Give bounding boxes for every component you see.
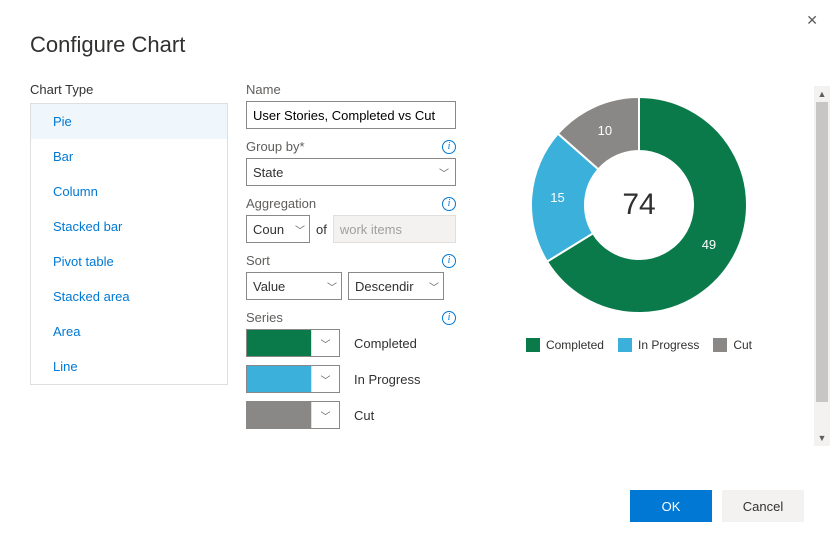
sort-label: Sort [246, 253, 270, 268]
chart-type-list: PieBarColumnStacked barPivot tableStacke… [30, 103, 228, 385]
aggregation-value: Coun [253, 222, 284, 237]
chevron-down-icon: ﹀ [429, 279, 439, 294]
series-list: ﹀ Completed ﹀ In Progress ﹀ Cut [246, 329, 456, 429]
chart-type-item-area[interactable]: Area [31, 314, 227, 349]
series-label: In Progress [354, 372, 420, 387]
series-row: ﹀ In Progress [246, 365, 456, 393]
chevron-down-icon: ﹀ [327, 279, 337, 294]
scroll-thumb[interactable] [816, 102, 828, 402]
legend-swatch [526, 338, 540, 352]
legend-label: In Progress [638, 338, 699, 352]
chart-total: 74 [622, 188, 655, 222]
work-items-placeholder: work items [340, 222, 402, 237]
legend-label: Completed [546, 338, 604, 352]
legend-item: Cut [713, 338, 752, 352]
sort-field-select[interactable]: Value ﹀ [246, 272, 342, 300]
series-row: ﹀ Completed [246, 329, 456, 357]
chart-type-item-bar[interactable]: Bar [31, 139, 227, 174]
sort-direction-value: Descendir [355, 279, 414, 294]
group-by-label: Group by* [246, 139, 305, 154]
group-by-value: State [253, 165, 283, 180]
legend-swatch [713, 338, 727, 352]
info-icon[interactable]: i [442, 311, 456, 325]
cancel-button[interactable]: Cancel [722, 490, 804, 522]
info-icon[interactable]: i [442, 254, 456, 268]
ok-button[interactable]: OK [630, 490, 712, 522]
chart-legend: Completed In Progress Cut [474, 338, 804, 352]
group-by-select[interactable]: State ﹀ [246, 158, 456, 186]
scroll-down-icon[interactable]: ▼ [814, 430, 830, 446]
work-items-input: work items [333, 215, 456, 243]
color-swatch [247, 402, 311, 428]
series-color-select[interactable]: ﹀ [246, 365, 340, 393]
chart-type-item-column[interactable]: Column [31, 174, 227, 209]
legend-item: Completed [526, 338, 604, 352]
chevron-down-icon: ﹀ [295, 222, 305, 237]
slice-value: 10 [598, 123, 612, 138]
configure-chart-dialog: Configure Chart Chart Type PieBarColumnS… [0, 0, 834, 437]
legend-swatch [618, 338, 632, 352]
legend-item: In Progress [618, 338, 699, 352]
of-label: of [316, 222, 327, 237]
chart-type-item-pie[interactable]: Pie [31, 104, 227, 139]
aggregation-label: Aggregation [246, 196, 316, 211]
chart-type-item-line[interactable]: Line [31, 349, 227, 384]
chart-type-item-stacked-bar[interactable]: Stacked bar [31, 209, 227, 244]
name-label: Name [246, 82, 281, 97]
info-icon[interactable]: i [442, 197, 456, 211]
chevron-down-icon: ﹀ [311, 330, 339, 356]
chevron-down-icon: ﹀ [311, 366, 339, 392]
color-swatch [247, 366, 311, 392]
aggregation-select[interactable]: Coun ﹀ [246, 215, 310, 243]
scroll-up-icon[interactable]: ▲ [814, 86, 830, 102]
dialog-title: Configure Chart [30, 32, 804, 58]
info-icon[interactable]: i [442, 140, 456, 154]
chart-type-item-stacked-area[interactable]: Stacked area [31, 279, 227, 314]
name-input[interactable] [246, 101, 456, 129]
close-icon[interactable]: ✕ [806, 12, 818, 29]
series-row: ﹀ Cut [246, 401, 456, 429]
sort-direction-select[interactable]: Descendir ﹀ [348, 272, 444, 300]
chevron-down-icon: ﹀ [439, 165, 449, 180]
chart-preview: 74 49 15 10 [524, 90, 754, 320]
sort-field-value: Value [253, 279, 285, 294]
series-label: Completed [354, 336, 417, 351]
series-label: Cut [354, 408, 374, 423]
slice-value: 15 [550, 190, 564, 205]
chart-type-item-pivot-table[interactable]: Pivot table [31, 244, 227, 279]
slice-value: 49 [702, 237, 716, 252]
series-label: Series [246, 310, 283, 325]
color-swatch [247, 330, 311, 356]
series-color-select[interactable]: ﹀ [246, 329, 340, 357]
chart-type-label: Chart Type [30, 82, 228, 97]
series-color-select[interactable]: ﹀ [246, 401, 340, 429]
scrollbar[interactable]: ▲ ▼ [814, 86, 830, 446]
chevron-down-icon: ﹀ [311, 402, 339, 428]
legend-label: Cut [733, 338, 752, 352]
